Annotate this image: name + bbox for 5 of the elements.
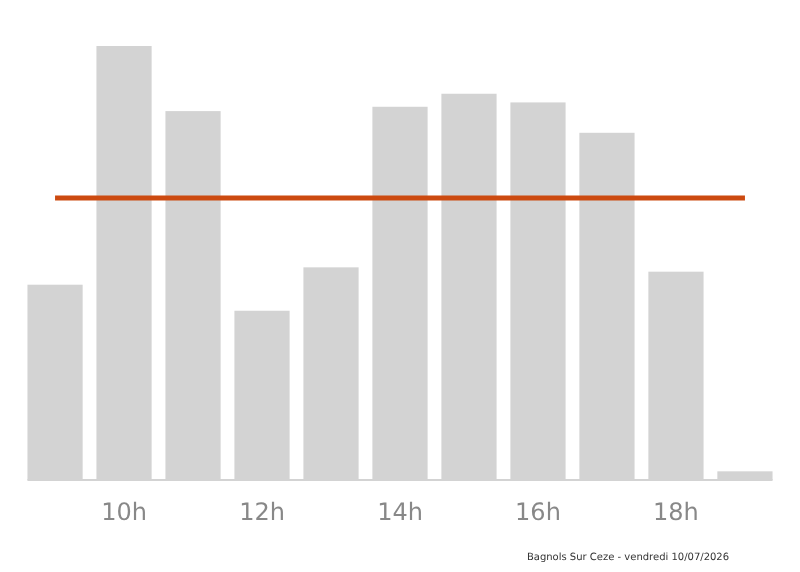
x-tick-label: 10h	[101, 498, 147, 526]
x-tick-label: 14h	[377, 498, 423, 526]
x-tick-label: 16h	[515, 498, 561, 526]
x-tick-label: 12h	[239, 498, 285, 526]
x-tick-label: 18h	[653, 498, 699, 526]
